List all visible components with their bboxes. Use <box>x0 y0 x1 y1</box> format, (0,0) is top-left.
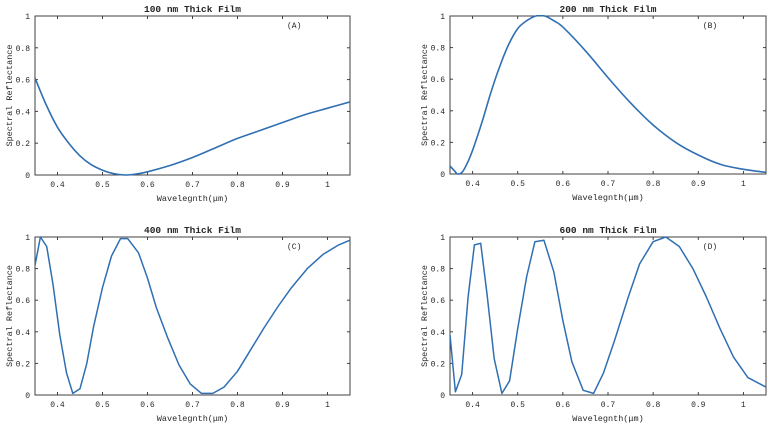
x-tick-label: 0.6 <box>140 181 155 190</box>
subplot-c: 400 nm Thick Film 0.4 0.5 0.6 0.7 0.8 0.9 1 0 0.2… <box>0 215 386 430</box>
x-tick-label: 0.4 <box>465 180 480 189</box>
x-tick-label: 0.8 <box>230 401 245 410</box>
x-axis-label: Wavelegnth(μm) <box>572 414 643 424</box>
y-axis-label: Spectral Reflectance <box>420 44 430 146</box>
panel-annotation: (B) <box>703 22 717 31</box>
y-tick-label: 0 <box>440 392 445 401</box>
y-tick-label: 0 <box>25 172 30 181</box>
x-tick-label: 1 <box>325 401 330 410</box>
y-tick-label: 0.4 <box>431 108 446 117</box>
panel-annotation: (D) <box>703 243 717 252</box>
x-tick-label: 0.6 <box>140 401 155 410</box>
data-series-line <box>35 236 350 395</box>
x-tick-label: 0.9 <box>691 180 706 189</box>
x-tick-label: 0.7 <box>185 181 200 190</box>
x-tick-label: 0.4 <box>50 401 65 410</box>
x-tick-label: 0.8 <box>646 180 661 189</box>
axes-frame <box>34 15 351 176</box>
y-axis-label: Spectral Reflectance <box>5 44 15 146</box>
y-tick-label: 0.8 <box>431 45 446 54</box>
y-tick-label: 0 <box>440 171 445 180</box>
x-tick-label: 0.9 <box>275 401 290 410</box>
chart-title: 200 nm Thick Film <box>560 4 657 15</box>
axes-frame <box>449 15 767 175</box>
x-tick-label: 0.7 <box>601 180 616 189</box>
x-tick-label: 0.5 <box>511 401 526 410</box>
x-tick-label: 0.9 <box>275 181 290 190</box>
y-tick-label: 1 <box>440 234 445 243</box>
chart-title: 400 nm Thick Film <box>144 225 241 236</box>
x-tick-label: 0.8 <box>646 401 661 410</box>
data-series-line <box>35 77 350 176</box>
x-tick-label: 0.9 <box>691 401 706 410</box>
chart-title: 100 nm Thick Film <box>144 4 241 15</box>
y-tick-label: 0 <box>25 392 30 401</box>
y-tick-label: 0.4 <box>16 329 31 338</box>
x-axis-label: Wavelegnth(μm) <box>157 194 228 204</box>
y-axis-label: Spectral Reflectance <box>5 265 15 367</box>
y-tick-label: 1 <box>25 13 30 22</box>
subplot-d: 600 nm Thick Film 0.4 0.5 0.6 0.7 0.8 0.9 1 0 0.2… <box>386 215 772 430</box>
y-tick-label: 0.2 <box>16 360 31 369</box>
x-tick-label: 1 <box>325 181 330 190</box>
x-tick-label: 0.7 <box>601 401 616 410</box>
x-tick-label: 0.4 <box>465 401 480 410</box>
panel-annotation: (A) <box>287 22 301 31</box>
data-series-line <box>450 15 766 175</box>
subplot-b: 200 nm Thick Film 0.4 0.5 0.6 0.7 0.8 0.9 1 0 0.2… <box>386 0 772 215</box>
y-tick-label: 0.6 <box>431 297 446 306</box>
y-tick-label: 0.2 <box>431 360 446 369</box>
y-tick-label: 1 <box>25 234 30 243</box>
y-tick-label: 0.6 <box>16 297 31 306</box>
x-tick-label: 0.5 <box>95 181 110 190</box>
chart-svg: 100 nm Thick Film 0.4 0.5 0.6 0.7 0.8 0.9 1 0 0.2… <box>5 4 351 204</box>
x-axis-label: Wavelegnth(μm) <box>157 414 228 424</box>
data-series-line <box>450 236 766 395</box>
subplot-a: 100 nm Thick Film 0.4 0.5 0.6 0.7 0.8 0.9 1 0 0.2… <box>0 0 386 215</box>
y-tick-label: 0.6 <box>431 76 446 85</box>
chart-svg: 200 nm Thick Film 0.4 0.5 0.6 0.7 0.8 0.9 1 0 0.2… <box>420 4 767 203</box>
axes-frame <box>34 236 351 396</box>
y-axis-label: Spectral Reflectance <box>420 265 430 367</box>
chart-svg: 400 nm Thick Film 0.4 0.5 0.6 0.7 0.8 0.9 1 0 0.2… <box>5 225 351 424</box>
x-tick-label: 1 <box>741 180 746 189</box>
x-tick-label: 0.5 <box>511 180 526 189</box>
x-tick-label: 1 <box>741 401 746 410</box>
x-axis-label: Wavelegnth(μm) <box>572 193 643 203</box>
y-tick-label: 0.8 <box>431 266 446 275</box>
y-tick-label: 0.8 <box>16 45 31 54</box>
panel-annotation: (C) <box>287 243 301 252</box>
x-tick-label: 0.6 <box>556 180 571 189</box>
y-tick-label: 0.8 <box>16 266 31 275</box>
x-tick-label: 0.7 <box>185 401 200 410</box>
chart-title: 600 nm Thick Film <box>560 225 657 236</box>
y-tick-label: 0.4 <box>431 329 446 338</box>
x-tick-label: 0.8 <box>230 181 245 190</box>
y-tick-label: 0.6 <box>16 77 31 86</box>
x-tick-label: 0.5 <box>95 401 110 410</box>
y-tick-label: 0.2 <box>431 139 446 148</box>
y-tick-label: 0.4 <box>16 108 31 117</box>
y-tick-label: 1 <box>440 13 445 22</box>
x-tick-label: 0.4 <box>50 181 65 190</box>
x-tick-label: 0.6 <box>556 401 571 410</box>
chart-svg: 600 nm Thick Film 0.4 0.5 0.6 0.7 0.8 0.9 1 0 0.2… <box>420 225 767 424</box>
y-tick-label: 0.2 <box>16 140 31 149</box>
